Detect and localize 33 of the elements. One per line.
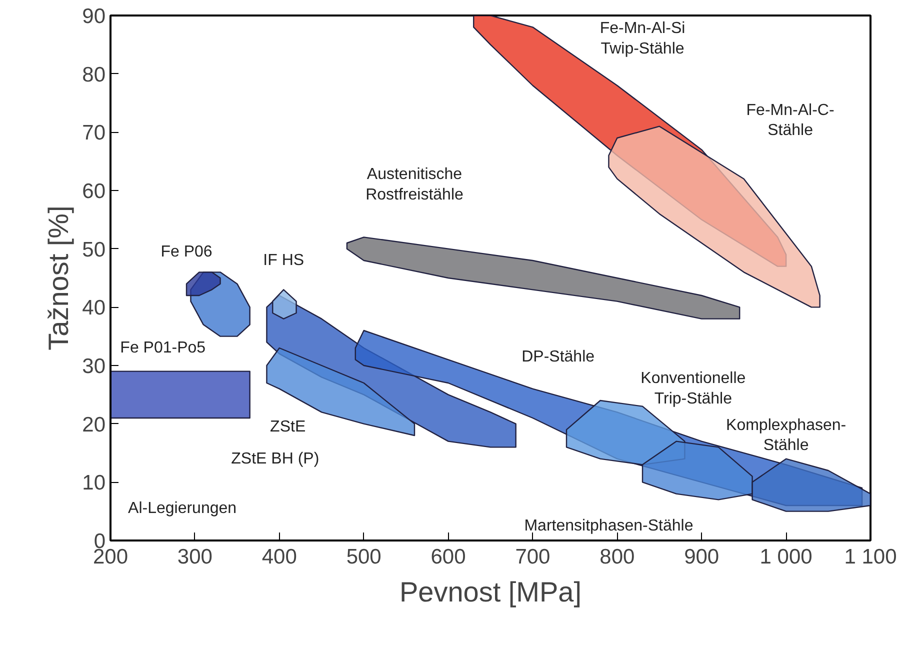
annotation: Konventionelle Trip-Stähle <box>640 370 746 408</box>
annotation: IF HS <box>263 252 304 269</box>
annotation: Komplexphasen- Stähle <box>726 416 846 454</box>
y-tick-label: 50 <box>82 238 106 262</box>
y-tick-label: 80 <box>82 63 106 86</box>
annotation: Austenitische Rostfreistähle <box>366 166 464 204</box>
x-tick-label: 1 000 <box>760 546 812 568</box>
annotation: DP-Stähle <box>522 348 595 366</box>
annotation: Fe P01-Po5 <box>120 340 206 356</box>
annotation: ZStE <box>270 418 306 436</box>
x-tick-label: 1 100 <box>844 546 897 568</box>
annotation: Fe-Mn-Al-C- Stähle <box>746 102 834 140</box>
annotation: Martensitphasen-Stähle <box>524 517 694 534</box>
x-tick-label: 700 <box>515 546 550 568</box>
y-tick-label: 10 <box>82 472 106 495</box>
annotation: Al-Legierungen <box>128 500 237 517</box>
y-tick-label: 60 <box>82 180 106 203</box>
x-tick-label: 900 <box>684 546 720 568</box>
x-tick-label: 400 <box>262 546 297 568</box>
x-axis-title: Pevnost [MPa] <box>399 576 582 608</box>
x-tick-label: 500 <box>346 546 382 568</box>
y-tick-label: 90 <box>82 5 106 28</box>
x-tick-label: 600 <box>430 546 466 568</box>
annotation: Fe-Mn-Al-Si Twip-Stähle <box>600 20 686 58</box>
x-tick-label: 300 <box>177 546 212 568</box>
y-tick-label: 20 <box>82 413 106 436</box>
y-tick-label: 30 <box>82 355 106 378</box>
annotation: Fe P06 <box>160 243 212 260</box>
x-tick-label: 800 <box>600 546 635 568</box>
y-tick-label: 40 <box>82 296 106 320</box>
y-axis-title: Tažnost [%] <box>43 206 74 350</box>
annotation: ZStE BH (P) <box>231 450 320 468</box>
y-tick-label: 70 <box>82 122 106 145</box>
